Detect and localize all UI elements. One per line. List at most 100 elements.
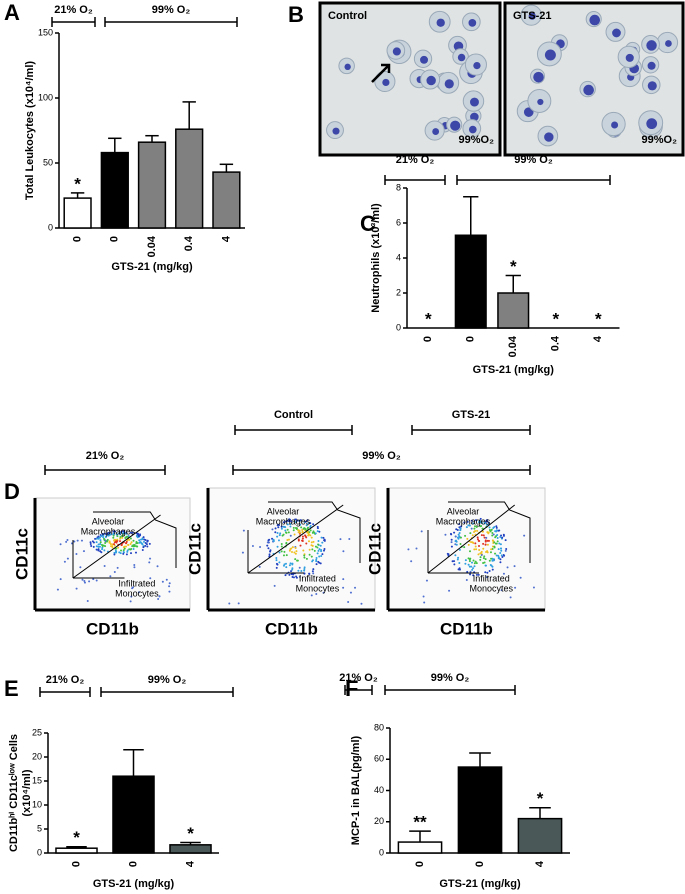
nucleus	[544, 49, 556, 61]
event-dot	[241, 551, 244, 554]
bar	[212, 171, 241, 229]
event-dot	[94, 537, 97, 540]
event-dot	[475, 526, 478, 529]
event-dot	[99, 541, 102, 544]
event-dot	[298, 529, 301, 532]
event-dot	[274, 531, 277, 534]
event-dot	[92, 545, 95, 548]
event-dot	[532, 586, 535, 589]
event-dot	[98, 536, 101, 539]
event-dot	[495, 529, 498, 532]
event-dot	[289, 534, 292, 537]
event-dot	[310, 544, 313, 547]
event-dot	[491, 568, 494, 571]
event-dot	[454, 554, 457, 557]
event-dot	[59, 578, 62, 581]
nucleus	[420, 55, 429, 64]
event-dot	[294, 558, 297, 561]
event-dot	[318, 548, 321, 551]
bar	[175, 128, 204, 229]
event-dot	[266, 541, 269, 544]
event-dot	[348, 537, 351, 540]
event-dot	[311, 559, 314, 562]
x-tick-label: 4	[184, 860, 196, 867]
event-dot	[290, 573, 293, 576]
event-dot	[499, 561, 502, 564]
event-dot	[298, 566, 301, 569]
event-dot	[118, 551, 121, 554]
event-dot	[143, 538, 146, 541]
event-dot	[317, 549, 320, 552]
gate-label: Monocytes	[296, 583, 340, 593]
nucleus	[450, 120, 461, 131]
event-dot	[499, 535, 502, 538]
gate-label: Macrophages	[436, 516, 491, 526]
flow-y-label: CD11c	[185, 523, 204, 575]
event-dot	[497, 554, 500, 557]
nucleus	[426, 75, 436, 86]
event-dot	[86, 600, 89, 603]
event-dot	[309, 529, 312, 532]
event-dot	[119, 552, 122, 555]
event-dot	[290, 570, 293, 573]
event-dot	[295, 576, 298, 579]
event-dot	[315, 558, 318, 561]
x-tick-label: 0	[72, 236, 84, 242]
y-axis-label: CD11bʰⁱ CD11cˡᵒʷ Cells	[7, 734, 20, 852]
y-tick-label: 8	[396, 182, 401, 192]
event-dot	[89, 541, 92, 544]
event-dot	[97, 543, 100, 546]
event-dot	[342, 586, 345, 589]
event-dot	[120, 543, 123, 546]
x-axis-label: GTS-21 (mg/kg)	[439, 878, 521, 890]
event-dot	[473, 527, 476, 530]
x-tick-label: 0	[109, 236, 121, 242]
event-dot	[128, 548, 131, 551]
event-dot	[458, 562, 461, 565]
event-dot	[108, 532, 111, 535]
event-dot	[102, 544, 105, 547]
event-dot	[485, 551, 488, 554]
y-tick-label: 25	[32, 727, 42, 737]
event-dot	[497, 557, 500, 560]
gate-label: Infiltrated	[473, 573, 510, 583]
event-dot	[286, 519, 289, 522]
event-dot	[422, 595, 425, 598]
event-dot	[130, 541, 133, 544]
event-dot	[276, 531, 279, 534]
event-dot	[97, 535, 100, 538]
event-dot	[275, 559, 278, 562]
event-dot	[474, 529, 477, 532]
error-bar	[70, 192, 85, 199]
event-dot	[481, 522, 484, 525]
event-dot	[275, 556, 278, 559]
event-dot	[454, 535, 457, 538]
event-dot	[314, 532, 317, 535]
event-dot	[480, 524, 483, 527]
bracket-label: 99% O₂	[514, 154, 553, 166]
nucleus	[665, 40, 672, 47]
event-dot	[146, 545, 149, 548]
y-tick-label: 100	[38, 92, 53, 102]
event-dot	[103, 549, 106, 552]
event-dot	[500, 549, 503, 552]
event-dot	[470, 561, 473, 564]
x-tick-label: 0	[414, 861, 426, 867]
significance-marker: *	[74, 174, 81, 193]
event-dot	[473, 548, 476, 551]
event-dot	[142, 536, 145, 539]
x-tick-label: 0	[422, 336, 434, 342]
event-dot	[495, 526, 498, 529]
event-dot	[285, 542, 288, 545]
event-dot	[312, 572, 315, 575]
event-dot	[491, 534, 494, 537]
significance-marker: *	[552, 309, 559, 328]
event-dot	[289, 523, 292, 526]
error-bar	[409, 830, 431, 843]
event-dot	[70, 542, 73, 545]
event-dot	[114, 549, 117, 552]
event-dot	[251, 544, 254, 547]
x-tick-label: 4	[534, 860, 546, 867]
event-dot	[468, 565, 471, 568]
event-dot	[133, 543, 136, 546]
